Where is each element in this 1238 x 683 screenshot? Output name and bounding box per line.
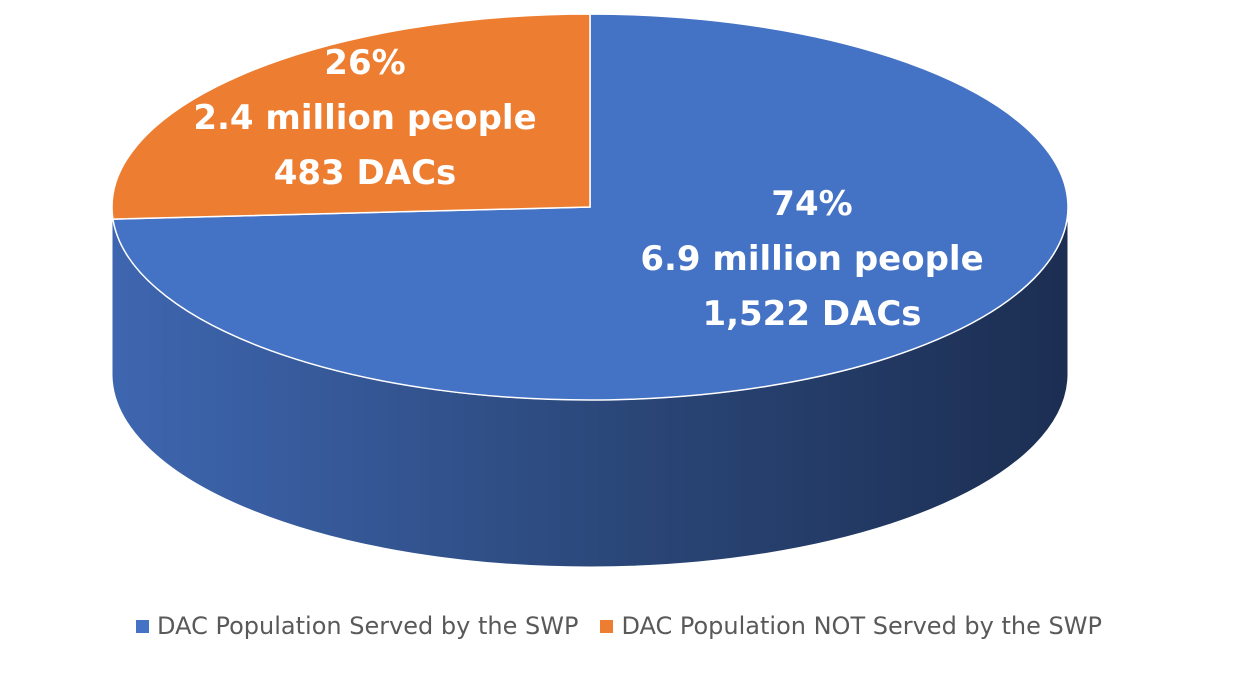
legend-item-served: DAC Population Served by the SWP xyxy=(136,612,578,640)
legend-swatch-served xyxy=(136,619,150,633)
legend-swatch-not-served xyxy=(600,619,614,633)
slice-1-label-line-2: 483 DACs xyxy=(274,153,457,193)
slice-1-label-line-0: 26% xyxy=(324,43,405,83)
legend: DAC Population Served by the SWP DAC Pop… xyxy=(0,612,1238,640)
slice-0-label-line-1: 6.9 million people xyxy=(640,239,983,279)
legend-label-served: DAC Population Served by the SWP xyxy=(157,612,579,640)
slice-0-label-line-2: 1,522 DACs xyxy=(702,294,921,334)
legend-label-not-served: DAC Population NOT Served by the SWP xyxy=(621,612,1102,640)
slice-0-label-line-0: 74% xyxy=(771,184,852,224)
legend-item-not-served: DAC Population NOT Served by the SWP xyxy=(600,612,1102,640)
pie-slice-1 xyxy=(111,13,591,220)
pie-chart: 74% 6.9 million people 1,522 DACs 26% 2.4 mi… xyxy=(111,13,1069,568)
slice-1-label-line-1: 2.4 million people xyxy=(193,98,536,138)
